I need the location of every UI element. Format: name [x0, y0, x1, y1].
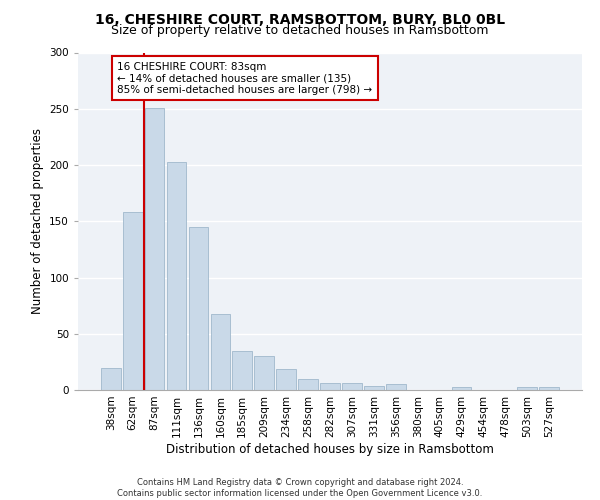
Text: Contains HM Land Registry data © Crown copyright and database right 2024.
Contai: Contains HM Land Registry data © Crown c… [118, 478, 482, 498]
Y-axis label: Number of detached properties: Number of detached properties [31, 128, 44, 314]
Text: 16, CHESHIRE COURT, RAMSBOTTOM, BURY, BL0 0BL: 16, CHESHIRE COURT, RAMSBOTTOM, BURY, BL… [95, 12, 505, 26]
Bar [320, 383, 340, 390]
Bar [123, 212, 143, 390]
Text: Size of property relative to detached houses in Ramsbottom: Size of property relative to detached ho… [111, 24, 489, 37]
Text: 16 CHESHIRE COURT: 83sqm
← 14% of detached houses are smaller (135)
85% of semi-: 16 CHESHIRE COURT: 83sqm ← 14% of detach… [118, 62, 373, 94]
Bar [232, 350, 252, 390]
Bar [298, 379, 318, 390]
Bar [188, 227, 208, 390]
Bar [364, 386, 384, 390]
Bar [517, 386, 537, 390]
X-axis label: Distribution of detached houses by size in Ramsbottom: Distribution of detached houses by size … [166, 442, 494, 456]
Bar [452, 386, 472, 390]
Bar [539, 386, 559, 390]
Bar [254, 356, 274, 390]
Bar [342, 383, 362, 390]
Bar [211, 314, 230, 390]
Bar [145, 108, 164, 390]
Bar [386, 384, 406, 390]
Bar [167, 162, 187, 390]
Bar [101, 368, 121, 390]
Bar [276, 368, 296, 390]
